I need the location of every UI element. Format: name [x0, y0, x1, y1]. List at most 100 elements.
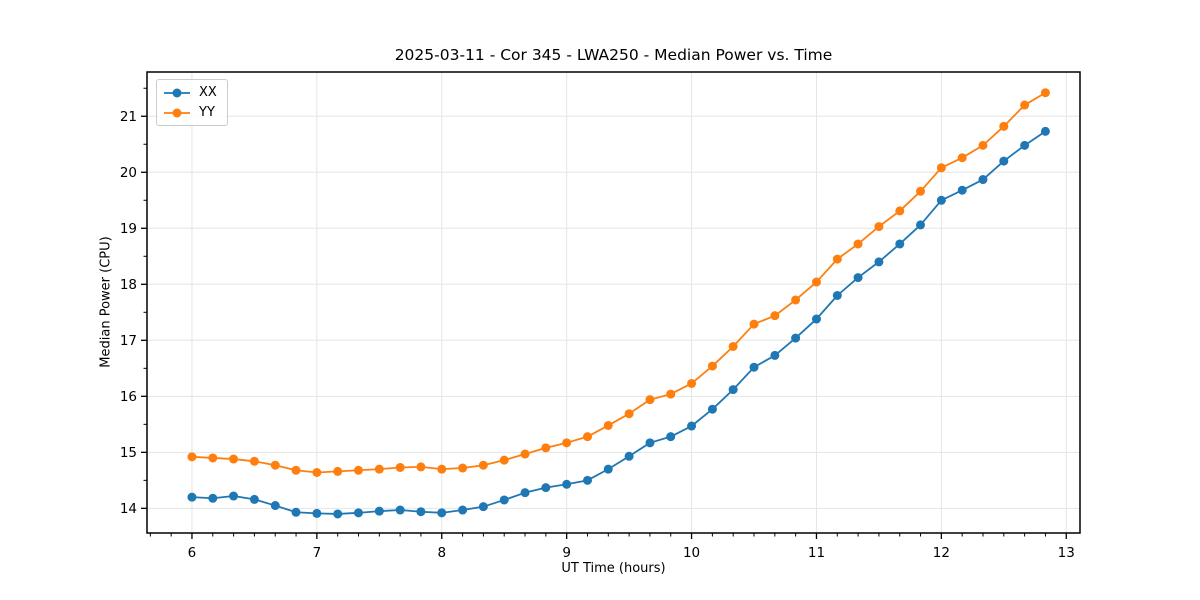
data-point-xx	[999, 156, 1009, 166]
data-point-xx	[707, 404, 717, 414]
data-point-yy	[416, 462, 426, 472]
data-point-yy	[791, 295, 801, 305]
data-point-xx	[353, 508, 363, 518]
data-point-xx	[187, 492, 197, 502]
data-point-xx	[333, 509, 343, 519]
x-tick-label: 6	[188, 545, 197, 561]
data-point-xx	[270, 501, 280, 511]
x-tick-label: 8	[437, 545, 446, 561]
y-tick-label: 14	[120, 501, 137, 517]
data-point-yy	[770, 311, 780, 321]
data-point-yy	[208, 453, 218, 463]
data-point-yy	[728, 341, 738, 351]
legend-item-yy: YY	[162, 103, 219, 122]
data-point-xx	[1020, 140, 1030, 150]
x-tick-label: 7	[313, 545, 322, 561]
data-point-xx	[312, 508, 322, 518]
data-point-yy	[333, 466, 343, 476]
data-point-yy	[707, 361, 717, 371]
data-point-yy	[978, 140, 988, 150]
y-tick-label: 16	[120, 389, 137, 405]
data-point-xx	[291, 507, 301, 517]
data-point-yy	[916, 186, 926, 196]
data-point-yy	[749, 319, 759, 329]
data-point-xx	[749, 362, 759, 372]
data-point-yy	[853, 239, 863, 249]
data-point-xx	[832, 290, 842, 300]
data-point-yy	[562, 438, 572, 448]
data-point-xx	[895, 239, 905, 249]
data-point-yy	[520, 449, 530, 459]
data-point-xx	[249, 494, 259, 504]
data-point-xx	[874, 257, 884, 267]
data-point-xx	[978, 175, 988, 185]
data-point-yy	[645, 395, 655, 405]
data-point-yy	[312, 468, 322, 478]
data-point-yy	[999, 121, 1009, 131]
data-point-yy	[1020, 100, 1030, 110]
data-point-xx	[541, 483, 551, 493]
data-point-yy	[499, 455, 509, 465]
legend[interactable]: XX YY	[156, 79, 228, 126]
x-axis-label: UT Time (hours)	[561, 561, 666, 576]
series-line-yy	[191, 91, 1046, 474]
data-point-yy	[374, 464, 384, 474]
data-point-xx	[395, 505, 405, 515]
data-point-xx	[478, 502, 488, 512]
y-tick-label: 20	[120, 165, 137, 181]
data-point-yy	[936, 163, 946, 173]
data-point-yy	[832, 254, 842, 264]
data-point-xx	[1040, 126, 1050, 136]
y-tick-label: 18	[120, 277, 137, 293]
data-point-xx	[583, 475, 593, 485]
data-point-yy	[957, 153, 967, 163]
y-tick-label: 19	[120, 221, 137, 237]
data-point-yy	[395, 462, 405, 472]
legend-label-xx: XX	[199, 85, 217, 100]
data-point-yy	[353, 465, 363, 475]
data-point-yy	[811, 277, 821, 287]
data-point-yy	[666, 389, 676, 399]
data-point-yy	[541, 443, 551, 453]
data-point-xx	[437, 508, 447, 518]
y-tick-label: 21	[120, 109, 137, 125]
data-point-xx	[770, 350, 780, 360]
xx-line-marker-icon	[164, 88, 190, 97]
data-point-yy	[583, 432, 593, 442]
data-point-xx	[208, 493, 218, 503]
y-axis-label: Median Power (CPU)	[98, 236, 114, 368]
legend-item-xx: XX	[162, 83, 219, 102]
data-point-xx	[666, 432, 676, 442]
data-point-yy	[478, 460, 488, 470]
data-point-xx	[687, 421, 697, 431]
chart-title: 2025-03-11 - Cor 345 - LWA250 - Median P…	[394, 46, 833, 64]
y-tick-label: 17	[120, 333, 137, 349]
data-point-xx	[791, 333, 801, 343]
data-point-xx	[374, 506, 384, 516]
data-point-yy	[1040, 88, 1050, 98]
data-point-yy	[229, 454, 239, 464]
data-point-xx	[624, 451, 634, 461]
data-point-xx	[853, 273, 863, 283]
yy-line-marker-icon	[164, 108, 190, 117]
data-point-xx	[936, 195, 946, 205]
data-point-xx	[520, 488, 530, 498]
legend-label-yy: YY	[199, 105, 215, 120]
data-point-yy	[603, 420, 613, 430]
data-point-xx	[728, 385, 738, 395]
data-point-yy	[687, 378, 697, 388]
x-tick-label: 12	[933, 545, 950, 561]
data-point-xx	[499, 495, 509, 505]
y-tick-label: 15	[120, 445, 137, 461]
data-point-yy	[437, 464, 447, 474]
data-point-xx	[229, 491, 239, 501]
data-point-yy	[874, 222, 884, 232]
data-point-xx	[645, 438, 655, 448]
data-point-xx	[416, 507, 426, 517]
data-point-yy	[624, 409, 634, 419]
data-point-yy	[895, 206, 905, 216]
data-point-xx	[916, 220, 926, 230]
data-point-yy	[187, 452, 197, 462]
